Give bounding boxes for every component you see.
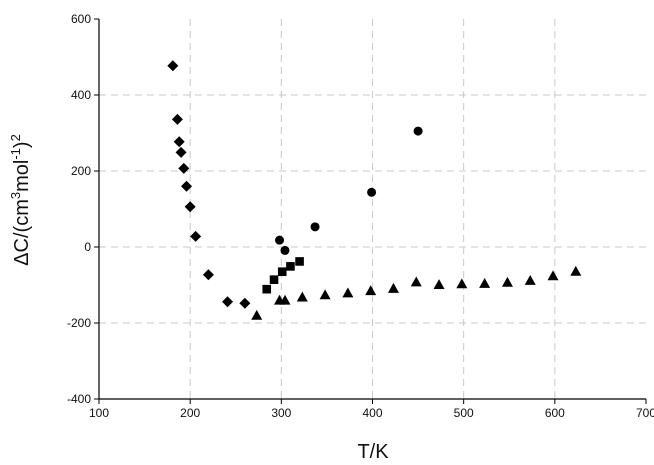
data-point-diamond [173,136,185,148]
data-point-diamond [190,230,202,242]
axes [94,18,647,404]
data-points [167,60,582,320]
data-point-triangle [342,287,354,298]
data-point-diamond [178,162,190,174]
tick-labels: 100 200 300 400 500 600 700 -400 -200 0 200 400 600 [67,12,654,420]
data-point-circle [367,187,377,197]
data-point-triangle [387,282,399,293]
data-point-square [277,267,287,276]
data-point-diamond [202,269,214,281]
data-point-triangle [319,289,331,300]
data-point-circle [310,222,320,232]
y-axis-label-sup-2: -1 [8,148,23,160]
data-point-triangle [296,291,308,302]
data-point-square [295,257,304,266]
data-point-triangle [570,265,582,276]
data-point-diamond [222,296,234,308]
data-point-triangle [479,277,491,288]
y-tick-label: 600 [71,12,91,26]
data-point-triangle [433,279,445,290]
y-tick-label: 200 [71,164,91,178]
data-point-triangle [410,276,422,287]
data-point-triangle [279,294,291,305]
x-tick-label: 300 [271,406,291,420]
data-point-triangle [524,274,536,285]
data-point-triangle [501,276,513,287]
y-axis-label: ΔC/(cm3mol-1)2 [8,134,33,266]
data-point-diamond [167,60,179,72]
y-tick-label: -200 [67,316,91,330]
x-tick-label: 200 [180,406,200,420]
x-axis-label: T/K [357,441,389,463]
y-axis-label-base: ΔC/(cm [11,199,33,266]
data-point-circle [280,245,290,255]
y-axis-label-close: ) [11,141,33,148]
y-tick-label: 400 [71,88,91,102]
data-point-diamond [184,201,196,213]
grid-lines [99,19,646,399]
data-point-triangle [365,285,377,296]
x-tick-label: 400 [362,406,382,420]
data-point-triangle [251,309,263,320]
data-point-diamond [175,146,187,158]
data-point-circle [413,126,423,136]
x-tick-label: 500 [454,406,474,420]
y-tick-label: -400 [67,392,91,406]
x-tick-label: 600 [545,406,565,420]
data-point-diamond [181,180,193,192]
data-point-circle [275,235,285,245]
data-point-square [269,275,279,284]
x-tick-label: 100 [89,406,109,420]
data-point-diamond [171,113,183,125]
x-tick-label: 700 [636,406,654,420]
y-axis-label-sup-1: 3 [8,192,23,199]
y-axis-label-mid: mol [11,160,33,192]
data-point-triangle [547,270,559,281]
data-point-triangle [456,278,468,289]
data-point-square [286,262,295,271]
data-point-diamond [239,297,251,309]
y-axis-label-sup-3: 2 [8,134,23,141]
y-tick-label: 0 [84,240,91,254]
data-point-square [262,284,272,294]
